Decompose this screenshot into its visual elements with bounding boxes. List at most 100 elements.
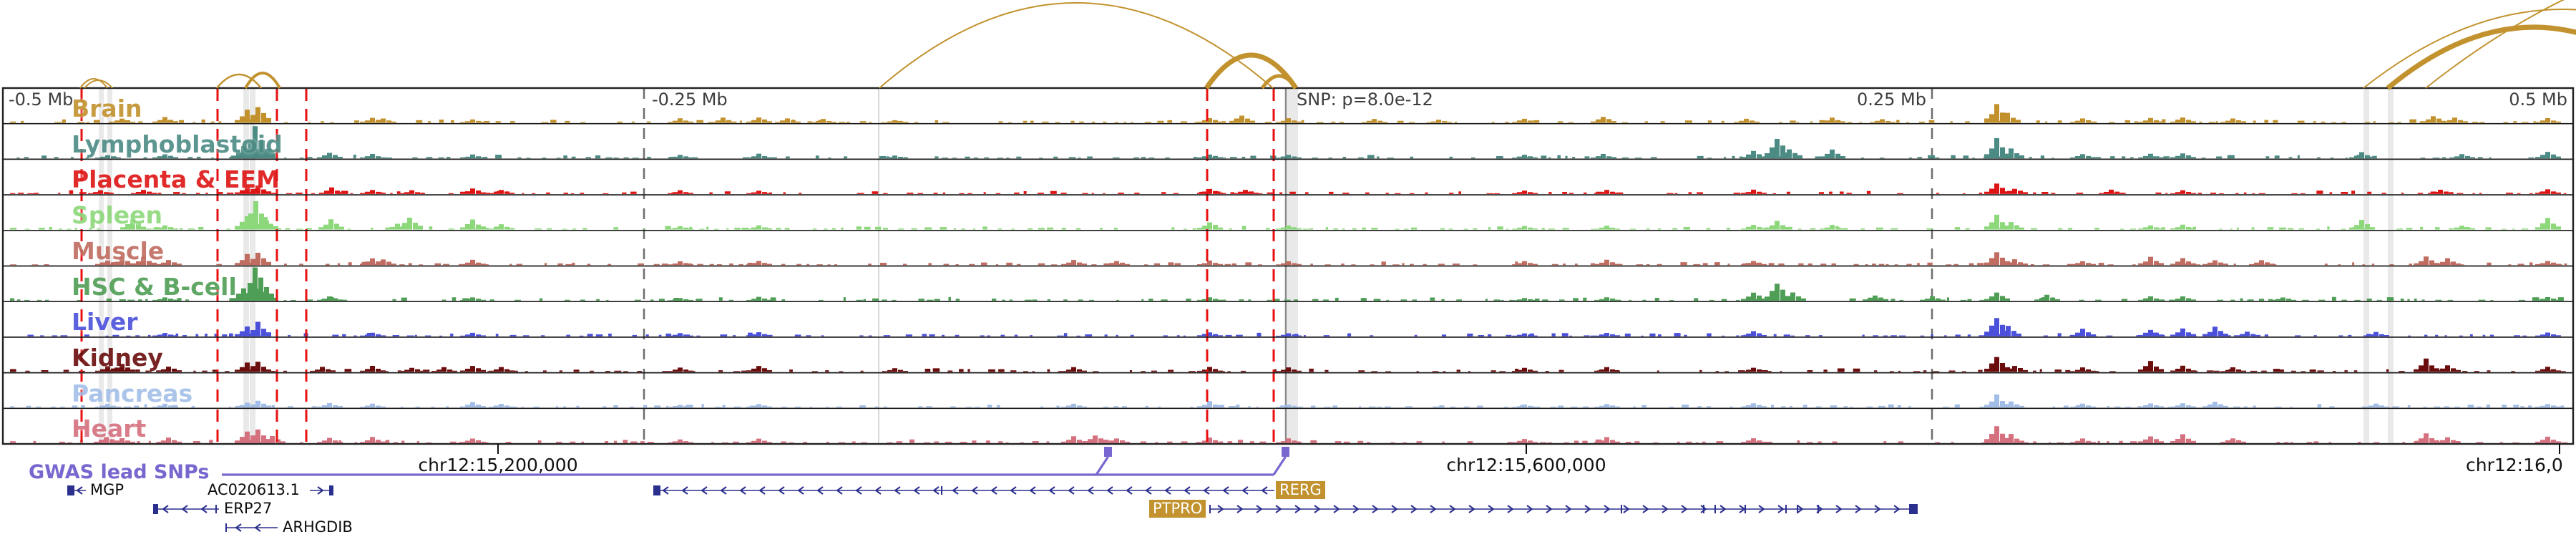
strand-arrow [1410, 505, 1418, 513]
strand-arrow [1256, 505, 1263, 513]
signal-track-muscle [10, 252, 2567, 266]
scale-label-4: 0.5 Mb [2509, 90, 2567, 110]
strand-arrow [1855, 505, 1862, 513]
interaction-arc [2425, 0, 2565, 89]
track-label-muscle: Muscle [72, 236, 165, 265]
strand-arrow [1010, 486, 1017, 495]
interaction-arc [79, 78, 108, 89]
gene-label-arhgdib[interactable]: ARHGDIB [283, 518, 353, 536]
strand-arrow [1203, 486, 1210, 495]
strand-arrow [952, 486, 959, 495]
track-label-spleen: Spleen [72, 201, 162, 230]
strand-arrow [1217, 505, 1224, 513]
strand-arrow [894, 486, 901, 495]
strand-arrow [1874, 505, 1881, 513]
strand-arrow [1184, 486, 1191, 495]
strand-arrow [797, 486, 804, 495]
interaction-arc [1260, 74, 1298, 90]
strand-arrow [913, 486, 920, 495]
gene-label-ptpro[interactable]: PTPRO [1149, 500, 1206, 518]
strand-arrow [1565, 505, 1572, 513]
panel-border [1, 87, 2575, 445]
interaction-arc [2363, 9, 2576, 89]
strand-arrow [1333, 505, 1340, 513]
position-label-2: chr12:16,0 [2466, 455, 2563, 475]
strand-arrow [720, 486, 727, 495]
track-label-heart: Heart [72, 415, 147, 443]
strand-arrow [76, 486, 83, 495]
strand-arrow [235, 523, 242, 532]
strand-arrow [1623, 505, 1630, 513]
strand-arrow [1372, 505, 1379, 513]
strand-arrow [1068, 486, 1075, 495]
strand-arrow [1126, 486, 1133, 495]
strand-arrow [1430, 505, 1437, 513]
strand-arrow [254, 523, 261, 532]
signal-track-hsc-b-cell [10, 267, 2564, 301]
gwas-snp-marker [1282, 447, 1289, 457]
strand-arrow [739, 486, 746, 495]
strand-arrow [1546, 505, 1553, 513]
strand-arrow [1222, 486, 1229, 495]
strand-arrow [1449, 505, 1456, 513]
scale-label-0: -0.5 Mb [9, 90, 74, 110]
signal-track-pancreas [10, 394, 2565, 408]
strand-arrow [1488, 505, 1495, 513]
strand-arrow [1662, 505, 1669, 513]
strand-arrow [1604, 505, 1611, 513]
strand-arrow [1236, 505, 1244, 513]
track-label-lymphoblastoid: Lymphoblastoid [72, 130, 283, 158]
snp-pvalue-label: SNP: p=8.0e-12 [1297, 90, 1433, 110]
strand-arrow [758, 486, 766, 495]
strand-arrow [1526, 505, 1533, 513]
strand-arrow [1797, 505, 1804, 513]
gene-exon [653, 485, 660, 495]
strand-arrow [874, 486, 882, 495]
strand-arrow [1777, 505, 1785, 513]
gene-exon [67, 485, 74, 495]
strand-arrow [1893, 505, 1901, 513]
strand-arrow [681, 486, 688, 495]
strand-arrow [1029, 486, 1036, 495]
signal-track-lymphoblastoid [16, 126, 2561, 159]
track-label-liver: Liver [72, 308, 138, 337]
gene-exon [153, 504, 158, 514]
gene-exon [329, 485, 333, 495]
strand-arrow [1106, 486, 1113, 495]
strand-arrow [162, 505, 169, 513]
strand-arrow [701, 486, 708, 495]
strand-arrow [662, 486, 669, 495]
gwas-snp-connector [1272, 456, 1287, 475]
strand-arrow [1352, 505, 1360, 513]
interaction-arc [879, 2, 1274, 89]
strand-arrow [1048, 486, 1055, 495]
signal-track-brain [10, 104, 2561, 123]
strand-arrow [1294, 505, 1302, 513]
strand-arrow [1758, 505, 1765, 513]
strand-arrow [1584, 505, 1591, 513]
gene-label-erp27[interactable]: ERP27 [224, 500, 273, 517]
strand-arrow [317, 486, 324, 495]
strand-arrow [1507, 505, 1514, 513]
interaction-arc [84, 79, 113, 89]
strand-arrow [1700, 505, 1707, 513]
track-label-kidney: Kidney [72, 343, 163, 372]
strand-arrow [1468, 505, 1475, 513]
interaction-arc [1204, 52, 1298, 90]
strand-arrow [1642, 505, 1649, 513]
strand-arrow [1681, 505, 1688, 513]
strand-arrow [1087, 486, 1094, 495]
strand-arrow [1164, 486, 1171, 495]
strand-arrow [1719, 505, 1727, 513]
gene-label-rerg[interactable]: RERG [1276, 481, 1325, 499]
strand-arrow [816, 486, 824, 495]
position-label-0: chr12:15,200,000 [418, 455, 578, 475]
gene-label-ac020613.1[interactable]: AC020613.1 [208, 481, 300, 498]
signal-track-spleen [10, 201, 2561, 230]
strand-arrow [990, 486, 997, 495]
strand-arrow [1314, 505, 1321, 513]
strand-arrow [1275, 505, 1282, 513]
signal-track-placenta-eem [10, 183, 2567, 194]
gene-label-mgp[interactable]: MGP [90, 481, 125, 498]
